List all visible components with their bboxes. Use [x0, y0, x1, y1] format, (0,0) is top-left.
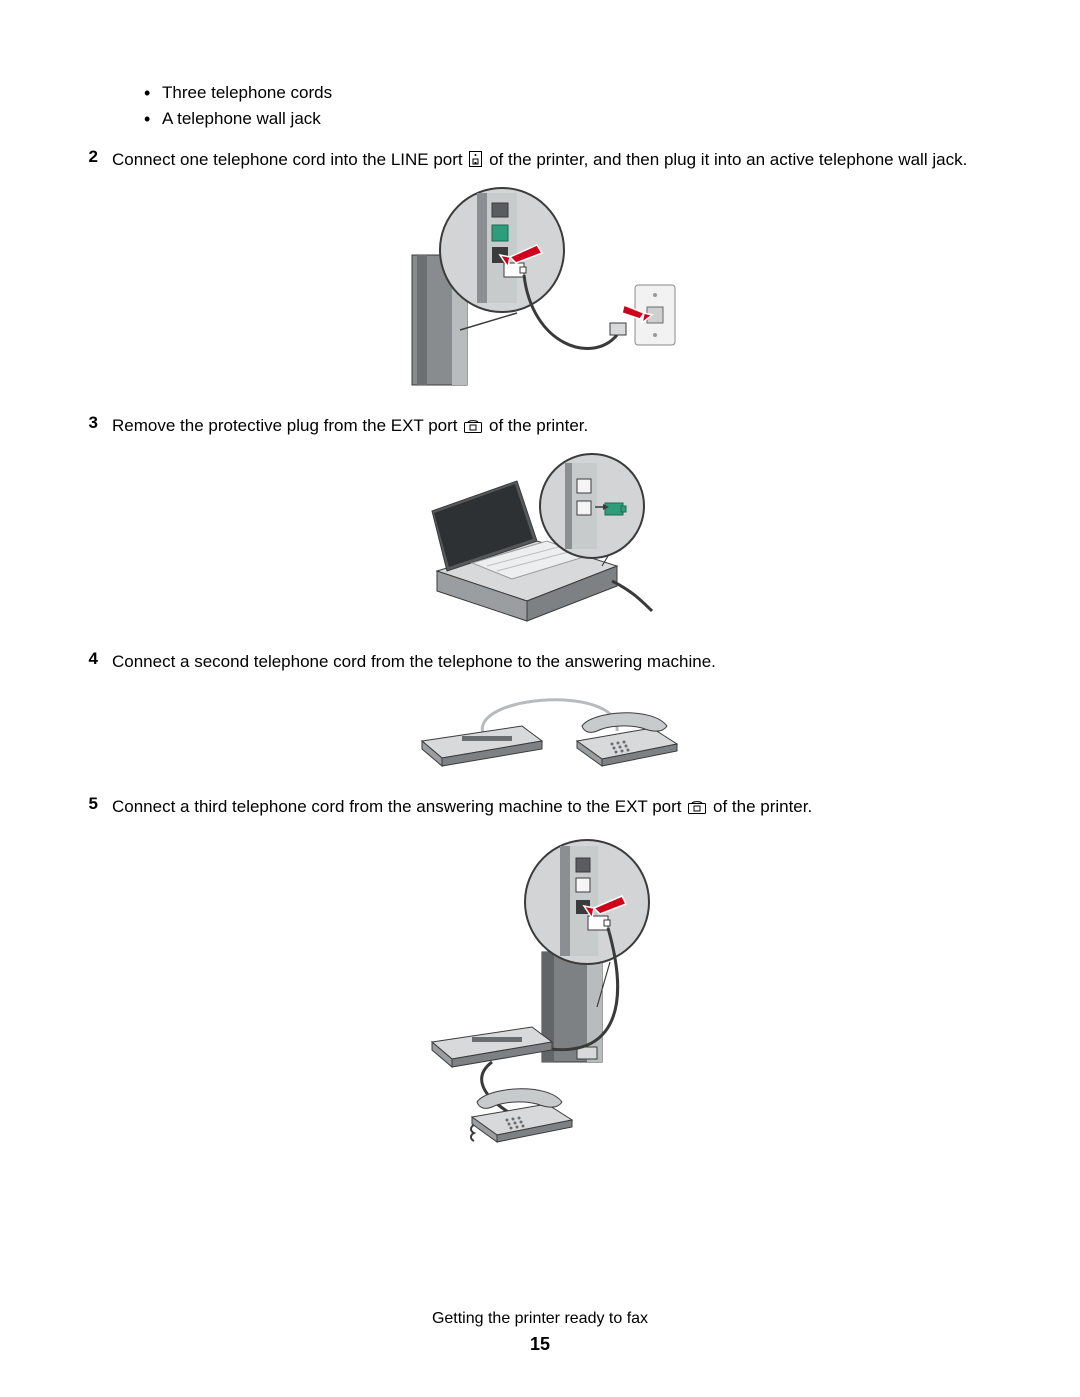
step-5: 5 Connect a third telephone cord from th…	[84, 794, 1000, 822]
line-port-icon	[469, 149, 482, 175]
step-text-part: Remove the protective plug from the EXT …	[112, 416, 458, 435]
figure-2-wrap	[84, 185, 1000, 395]
figure-4-wrap	[84, 686, 1000, 776]
figure-5-wrap	[84, 832, 1000, 1162]
step-text-part: of the printer.	[713, 797, 812, 816]
figure-remove-ext-plug	[417, 451, 667, 631]
list-item: Three telephone cords	[144, 80, 1000, 106]
figure-line-port-to-wall-jack	[392, 185, 692, 395]
ext-port-icon	[464, 415, 482, 441]
step-2: 2 Connect one telephone cord into the LI…	[84, 147, 1000, 175]
bullet-text: Three telephone cords	[162, 83, 332, 102]
footer-page-number: 15	[0, 1334, 1080, 1355]
step-4: 4 Connect a second telephone cord from t…	[84, 649, 1000, 675]
step-text: Connect a second telephone cord from the…	[112, 649, 1000, 675]
figure-3-wrap	[84, 451, 1000, 631]
step-text: Remove the protective plug from the EXT …	[112, 413, 1000, 441]
bullet-text: A telephone wall jack	[162, 109, 321, 128]
step-number: 4	[84, 649, 98, 669]
step-text-part: of the printer.	[489, 416, 588, 435]
step-number: 3	[84, 413, 98, 433]
step-text-part: Connect a second telephone cord from the…	[112, 652, 716, 671]
page: Three telephone cords A telephone wall j…	[0, 0, 1080, 1397]
figure-answering-machine-to-ext-port	[392, 832, 692, 1162]
step-number: 2	[84, 147, 98, 167]
requirements-list: Three telephone cords A telephone wall j…	[144, 80, 1000, 133]
step-3: 3 Remove the protective plug from the EX…	[84, 413, 1000, 441]
step-text-part: of the printer, and then plug it into an…	[489, 150, 967, 169]
page-footer: Getting the printer ready to fax 15	[0, 1310, 1080, 1355]
step-number: 5	[84, 794, 98, 814]
footer-title: Getting the printer ready to fax	[0, 1310, 1080, 1328]
list-item: A telephone wall jack	[144, 106, 1000, 132]
figure-phone-to-answering-machine	[392, 686, 692, 776]
step-text-part: Connect one telephone cord into the LINE…	[112, 150, 463, 169]
step-text: Connect a third telephone cord from the …	[112, 794, 1000, 822]
step-text-part: Connect a third telephone cord from the …	[112, 797, 682, 816]
step-text: Connect one telephone cord into the LINE…	[112, 147, 1000, 175]
ext-port-icon	[688, 796, 706, 822]
